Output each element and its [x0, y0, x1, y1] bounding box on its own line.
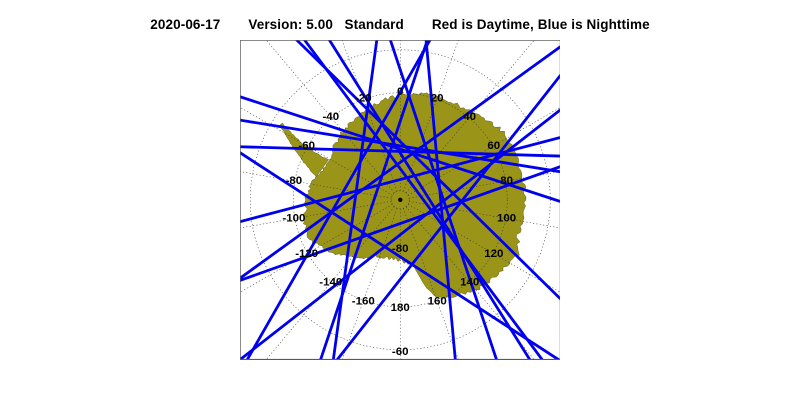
svg-text:100: 100 [497, 213, 516, 225]
svg-text:-120: -120 [295, 248, 318, 260]
svg-text:-160: -160 [351, 296, 374, 308]
svg-text:160: 160 [427, 296, 446, 308]
svg-text:-60: -60 [298, 140, 315, 152]
svg-text:-20: -20 [354, 93, 371, 105]
svg-text:80: 80 [500, 175, 513, 187]
svg-text:-60: -60 [391, 346, 408, 358]
svg-text:-80: -80 [391, 243, 408, 255]
svg-text:140: 140 [460, 277, 479, 289]
svg-text:-140: -140 [319, 277, 342, 289]
svg-text:0: 0 [397, 86, 403, 98]
svg-text:180: 180 [390, 302, 409, 314]
svg-text:20: 20 [430, 93, 443, 105]
svg-text:60: 60 [487, 140, 500, 152]
svg-text:-80: -80 [285, 175, 302, 187]
svg-text:-40: -40 [322, 112, 339, 124]
svg-text:40: 40 [463, 112, 476, 124]
svg-text:120: 120 [484, 248, 503, 260]
svg-text:-100: -100 [282, 213, 305, 225]
